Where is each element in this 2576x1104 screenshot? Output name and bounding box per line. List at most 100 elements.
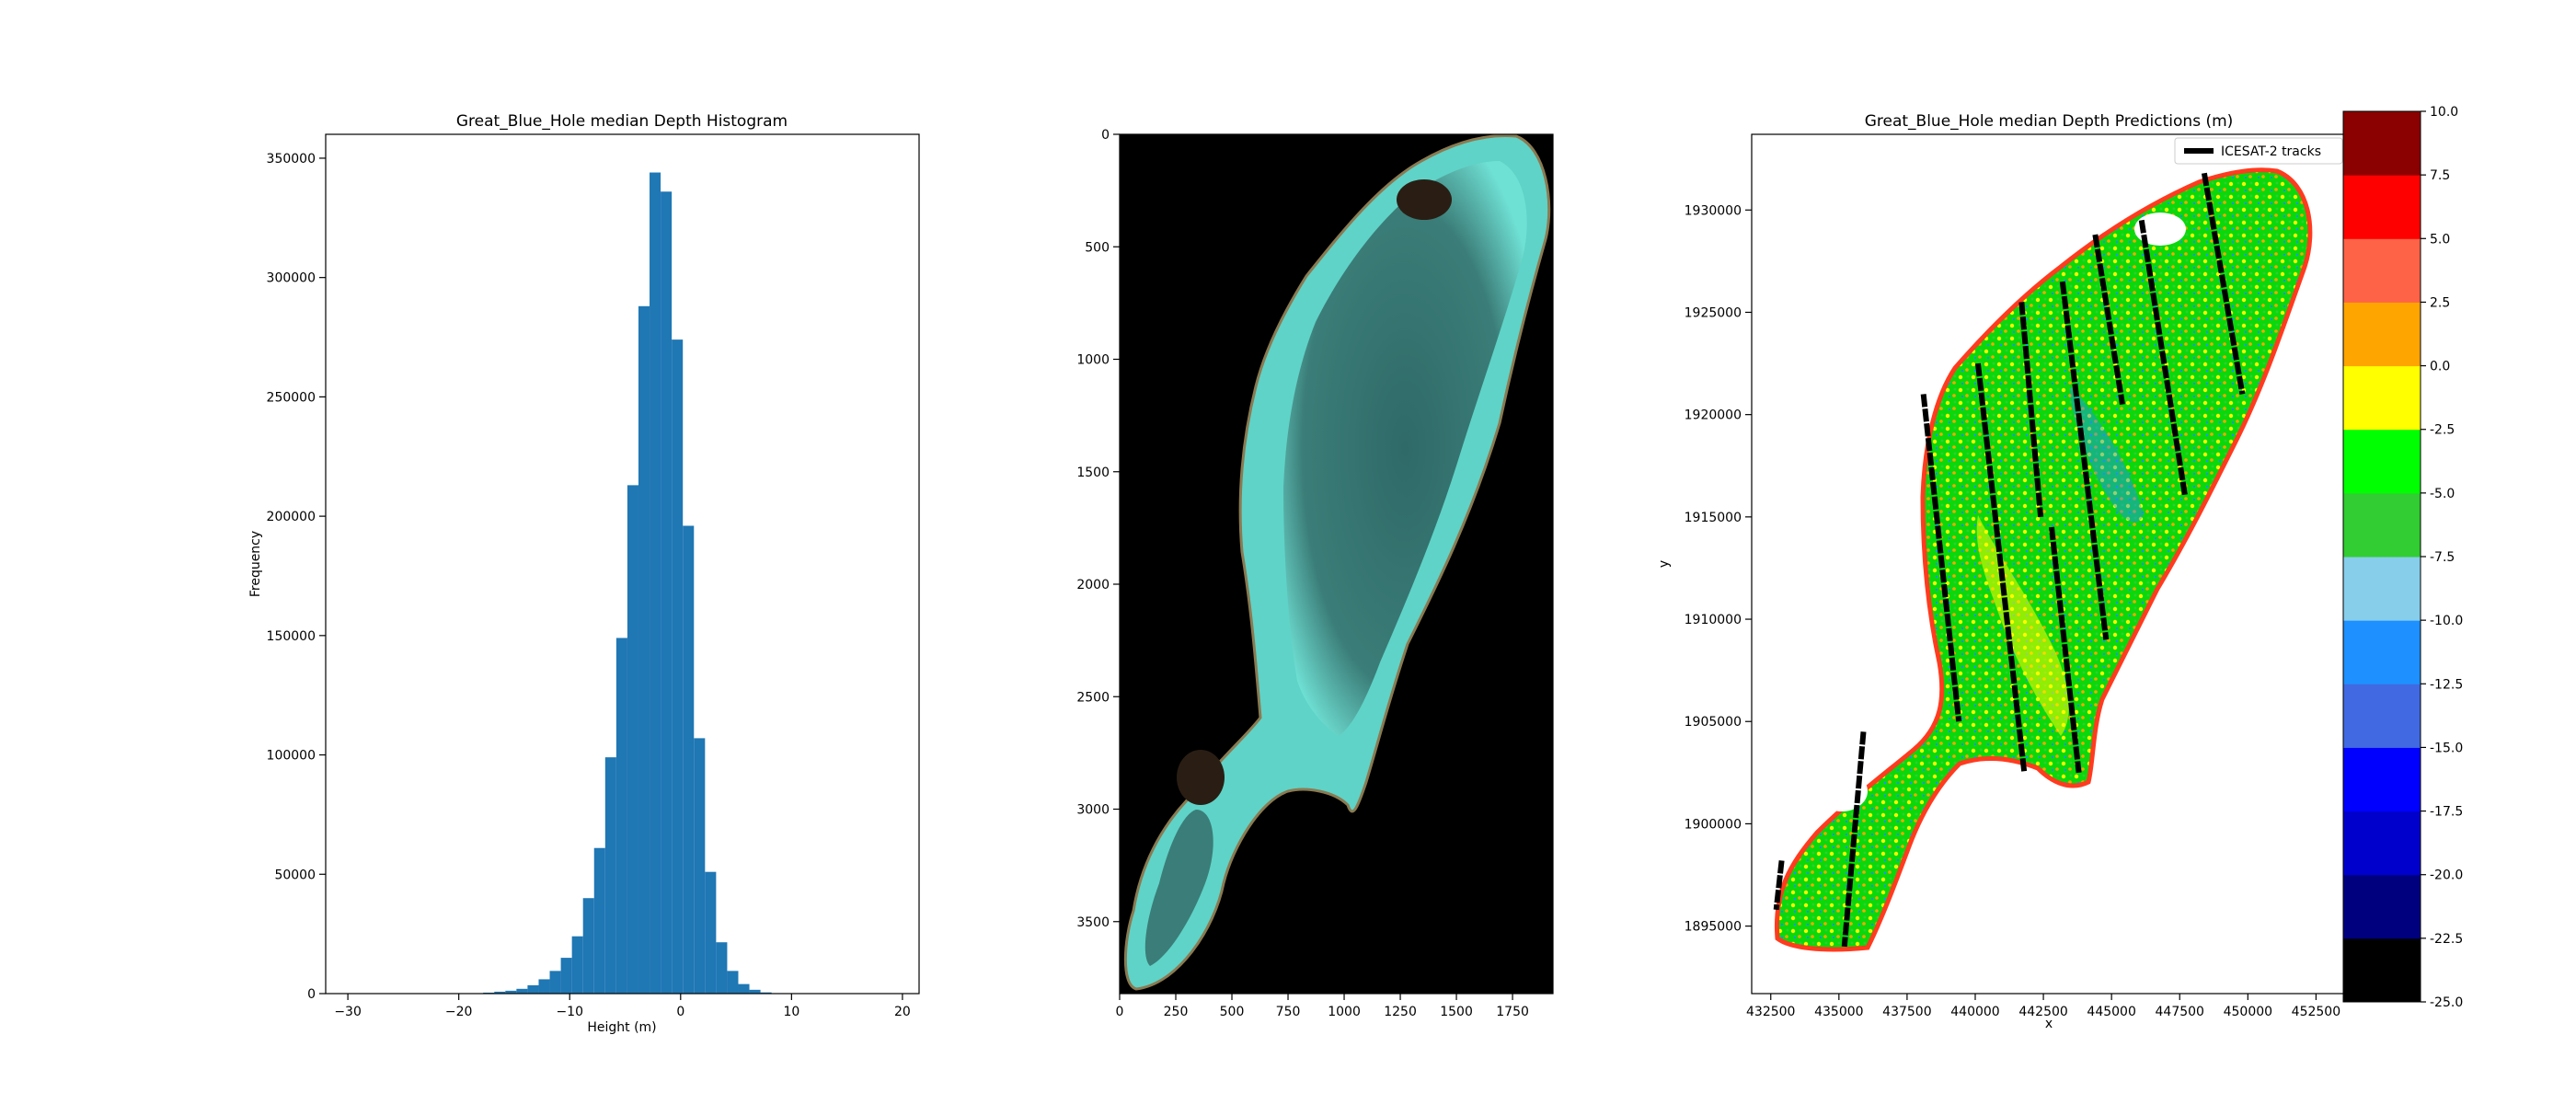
icesat-track (2201, 172, 2246, 395)
histogram-y-tick-label: 100000 (267, 749, 316, 764)
colorbar-tick-label: -5.0 (2430, 487, 2455, 501)
histogram-bar (527, 984, 539, 994)
colorbar-tick-label: 5.0 (2430, 232, 2450, 247)
colorbar-tick-label: -17.5 (2430, 805, 2463, 820)
icesat-track (2059, 281, 2110, 640)
colorbar-segment (2343, 111, 2421, 176)
histogram-bar (505, 990, 517, 994)
histogram-bar (494, 991, 506, 994)
histogram-bar (604, 757, 616, 994)
prediction-y-tick-label: 1895000 (1685, 920, 1742, 935)
colorbar-tick-label: -22.5 (2430, 932, 2463, 947)
histogram-title: Great_Blue_Hole median Depth Histogram (456, 112, 788, 131)
icesat-track (1920, 394, 1962, 722)
blue-hole-south (1177, 750, 1225, 805)
prediction-y-tick-label: 1900000 (1685, 817, 1742, 832)
prediction-x-tick-label: 447500 (2156, 1005, 2204, 1019)
histogram-bar (716, 942, 728, 994)
prediction-x-tick-label: 452500 (2292, 1005, 2340, 1019)
colorbar-tick-label: -15.0 (2430, 741, 2463, 755)
image-y-tick-label: 1000 (1076, 353, 1110, 368)
colorbar-tick-label: 0.0 (2430, 360, 2450, 374)
image-y-tick-label: 3000 (1076, 803, 1110, 818)
reef-lagoon-south (1144, 810, 1213, 966)
reef-lagoon (1283, 161, 1527, 736)
legend-box (2174, 137, 2343, 165)
icesat-track (1974, 362, 2028, 774)
histogram-bar (650, 172, 661, 994)
prediction-x-tick-label: 442500 (2018, 1005, 2067, 1019)
histogram-bar (571, 936, 583, 994)
histogram-panel: Great_Blue_Hole median Depth Histogram −… (248, 112, 920, 1035)
prediction-y-tick-label: 1925000 (1685, 305, 1742, 320)
image-y-tick-label: 2500 (1076, 690, 1110, 705)
histogram-bars (483, 172, 772, 995)
colorbar-tick-label: 10.0 (2430, 105, 2458, 120)
prediction-y-tick-label: 1905000 (1685, 715, 1742, 730)
reef-image (1123, 134, 1551, 991)
histogram-bar (749, 989, 761, 994)
histogram-bar (683, 525, 695, 994)
histogram-bar (705, 871, 717, 994)
prediction-y-ticks: 1895000 1900000 1905000 1910000 1915000 19200… (1685, 203, 1752, 935)
colorbar-segment (2343, 365, 2421, 431)
image-y-tick-label: 2000 (1076, 578, 1110, 592)
histogram-x-label: Height (m) (587, 1020, 656, 1035)
histogram-bar (615, 638, 627, 994)
icesat-track (1773, 860, 1785, 911)
histogram-bar (593, 847, 605, 994)
image-x-tick-label: 0 (1116, 1005, 1124, 1019)
icesat-track (2048, 526, 2082, 774)
histogram-y-tick-label: 0 (307, 987, 316, 1002)
colorbar-ticks: -25.0 -22.5 -20.0 -17.5 -15.0 -12.5 -10.0 -7.5 -… (2421, 105, 2463, 1010)
colorbar-segment (2343, 429, 2421, 494)
colorbar-segment (2343, 175, 2421, 239)
image-x-tick-label: 1250 (1384, 1005, 1417, 1019)
icesat-track (2092, 234, 2125, 406)
histogram-y-tick-label: 350000 (267, 152, 316, 167)
image-x-tick-label: 750 (1276, 1005, 1301, 1019)
histogram-y-tick-label: 200000 (267, 510, 316, 524)
prediction-x-tick-label: 437500 (1882, 1005, 1931, 1019)
colorbar-tick-label: -25.0 (2430, 995, 2463, 1010)
colorbar (2342, 110, 2421, 1003)
image-x-ticks: 0 250 500 750 1000 1250 1500 1750 (1116, 994, 1529, 1019)
image-x-tick-label: 1750 (1496, 1005, 1529, 1019)
colorbar-tick-label: -2.5 (2430, 423, 2455, 438)
histogram-x-ticks: −30 −20 −10 0 10 20 (334, 994, 911, 1019)
histogram-x-tick-label: 0 (676, 1005, 684, 1019)
image-axes-frame (1119, 133, 1554, 995)
histogram-bar (560, 958, 572, 994)
depth-map (1773, 167, 2313, 952)
histogram-y-tick-label: 150000 (267, 629, 316, 644)
histogram-bar (727, 971, 739, 994)
satellite-image-panel: 0 250 500 750 1000 1250 1500 1750 0 500 1000 1500 2… (1076, 128, 1554, 1019)
image-y-ticks: 0 500 1000 1500 2000 2500 3000 3500 (1076, 128, 1120, 930)
prediction-x-ticks: 432500 435000 437500 440000 442500 445000 4475… (1746, 994, 2340, 1019)
colorbar-tick-label: -20.0 (2430, 868, 2463, 883)
histogram-x-tick-label: −30 (334, 1005, 362, 1019)
icesat-track (2138, 219, 2189, 498)
legend: ICESAT-2 tracks (2174, 137, 2343, 165)
histogram-y-tick-label: 250000 (267, 390, 316, 405)
depth-map-surface (1774, 167, 2313, 952)
image-x-tick-label: 500 (1220, 1005, 1245, 1019)
image-y-tick-label: 3500 (1076, 915, 1110, 930)
prediction-x-tick-label: 445000 (2087, 1005, 2135, 1019)
histogram-bar (516, 988, 528, 994)
legend-track-label: ICESAT-2 tracks (2221, 144, 2321, 159)
colorbar-segment (2343, 684, 2421, 748)
colorbar-tick-label: 2.5 (2430, 295, 2450, 310)
icesat-tracks (1773, 172, 2246, 948)
colorbar-segment (2343, 238, 2421, 303)
depth-prediction-panel: Great_Blue_Hole median Depth Predictions… (1657, 105, 2463, 1031)
prediction-x-tick-label: 432500 (1746, 1005, 1795, 1019)
histogram-bar (738, 983, 750, 994)
colorbar-segment (2343, 747, 2421, 812)
prediction-x-label: x (2045, 1017, 2053, 1031)
histogram-x-tick-label: 20 (894, 1005, 911, 1019)
colorbar-tick-label: -7.5 (2430, 550, 2455, 565)
image-y-tick-label: 500 (1085, 240, 1110, 255)
colorbar-tick-label: 7.5 (2430, 168, 2450, 183)
